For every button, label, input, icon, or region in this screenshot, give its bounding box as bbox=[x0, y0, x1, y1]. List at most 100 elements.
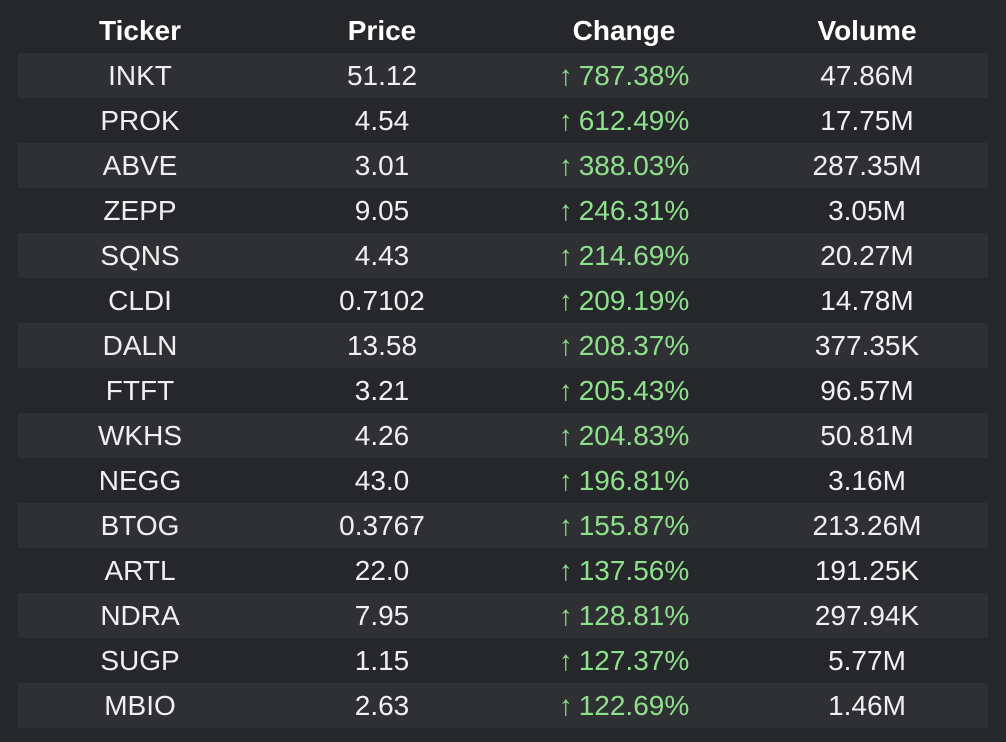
change-cell: ↑ 208.37% bbox=[502, 323, 746, 368]
change-value: 122.69% bbox=[578, 690, 690, 721]
change-value: 214.69% bbox=[578, 240, 690, 271]
table-row[interactable]: PROK 4.54 ↑ 612.49% 17.75M bbox=[18, 98, 988, 143]
header-change[interactable]: Change bbox=[572, 15, 676, 46]
ticker-cell: DALN bbox=[102, 330, 178, 361]
table-row[interactable]: CLDI 0.7102 ↑ 209.19% 14.78M bbox=[18, 278, 988, 323]
change-value: 204.83% bbox=[578, 420, 690, 451]
up-arrow-icon: ↑ bbox=[558, 195, 573, 226]
change-value: 137.56% bbox=[578, 555, 690, 586]
ticker-cell: CLDI bbox=[108, 285, 172, 316]
volume-cell: 20.27M bbox=[820, 240, 914, 271]
change-cell: ↑ 122.69% bbox=[502, 683, 746, 728]
price-cell: 43.0 bbox=[354, 465, 410, 496]
table-row[interactable]: ARTL 22.0 ↑ 137.56% 191.25K bbox=[18, 548, 988, 593]
price-cell: 51.12 bbox=[346, 60, 418, 91]
volume-cell: 377.35K bbox=[814, 330, 920, 361]
change-cell: ↑ 209.19% bbox=[502, 278, 746, 323]
ticker-cell: MBIO bbox=[104, 690, 176, 721]
volume-cell: 287.35M bbox=[812, 150, 922, 181]
volume-cell: 1.46M bbox=[828, 690, 906, 721]
ticker-cell: INKT bbox=[108, 60, 172, 91]
change-cell: ↑ 196.81% bbox=[502, 458, 746, 503]
table-row[interactable]: INKT 51.12 ↑ 787.38% 47.86M bbox=[18, 53, 988, 98]
up-arrow-icon: ↑ bbox=[558, 60, 573, 91]
table-row[interactable]: MBIO 2.63 ↑ 122.69% 1.46M bbox=[18, 683, 988, 728]
volume-cell: 213.26M bbox=[812, 510, 922, 541]
change-cell: ↑ 127.37% bbox=[502, 638, 746, 683]
table-row[interactable]: DALN 13.58 ↑ 208.37% 377.35K bbox=[18, 323, 988, 368]
volume-cell: 191.25K bbox=[814, 555, 920, 586]
price-cell: 9.05 bbox=[354, 195, 410, 226]
ticker-cell: PROK bbox=[100, 105, 180, 136]
ticker-cell: ABVE bbox=[102, 150, 178, 181]
ticker-cell: FTFT bbox=[105, 375, 175, 406]
up-arrow-icon: ↑ bbox=[558, 330, 573, 361]
up-arrow-icon: ↑ bbox=[558, 375, 573, 406]
table-row[interactable]: NEGG 43.0 ↑ 196.81% 3.16M bbox=[18, 458, 988, 503]
ticker-cell: WKHS bbox=[98, 420, 182, 451]
change-value: 388.03% bbox=[578, 150, 690, 181]
table-row[interactable]: ABVE 3.01 ↑ 388.03% 287.35M bbox=[18, 143, 988, 188]
ticker-cell: BTOG bbox=[100, 510, 180, 541]
ticker-cell: NDRA bbox=[100, 600, 180, 631]
change-value: 246.31% bbox=[578, 195, 690, 226]
volume-cell: 297.94K bbox=[814, 600, 920, 631]
price-cell: 22.0 bbox=[354, 555, 410, 586]
price-cell: 1.15 bbox=[354, 645, 410, 676]
change-cell: ↑ 787.38% bbox=[502, 53, 746, 98]
up-arrow-icon: ↑ bbox=[558, 105, 573, 136]
change-value: 209.19% bbox=[578, 285, 690, 316]
up-arrow-icon: ↑ bbox=[558, 510, 573, 541]
up-arrow-icon: ↑ bbox=[558, 285, 573, 316]
ticker-cell: ZEPP bbox=[103, 195, 177, 226]
volume-cell: 5.77M bbox=[828, 645, 906, 676]
up-arrow-icon: ↑ bbox=[558, 690, 573, 721]
change-value: 208.37% bbox=[578, 330, 690, 361]
price-cell: 2.63 bbox=[354, 690, 410, 721]
price-cell: 0.7102 bbox=[339, 285, 425, 316]
ticker-cell: NEGG bbox=[98, 465, 182, 496]
volume-cell: 3.05M bbox=[828, 195, 906, 226]
volume-cell: 50.81M bbox=[820, 420, 914, 451]
price-cell: 4.43 bbox=[354, 240, 410, 271]
volume-cell: 17.75M bbox=[820, 105, 914, 136]
price-cell: 4.54 bbox=[354, 105, 410, 136]
table-row[interactable]: WKHS 4.26 ↑ 204.83% 50.81M bbox=[18, 413, 988, 458]
price-cell: 4.26 bbox=[354, 420, 410, 451]
table-row[interactable]: SUGP 1.15 ↑ 127.37% 5.77M bbox=[18, 638, 988, 683]
price-cell: 0.3767 bbox=[339, 510, 425, 541]
volume-cell: 96.57M bbox=[820, 375, 914, 406]
change-cell: ↑ 388.03% bbox=[502, 143, 746, 188]
header-price[interactable]: Price bbox=[347, 15, 417, 46]
change-cell: ↑ 246.31% bbox=[502, 188, 746, 233]
change-value: 128.81% bbox=[578, 600, 690, 631]
table-header: Ticker Price Change Volume bbox=[18, 8, 988, 53]
change-cell: ↑ 214.69% bbox=[502, 233, 746, 278]
up-arrow-icon: ↑ bbox=[558, 555, 573, 586]
up-arrow-icon: ↑ bbox=[558, 420, 573, 451]
change-value: 205.43% bbox=[578, 375, 690, 406]
price-cell: 13.58 bbox=[346, 330, 418, 361]
table-row[interactable]: BTOG 0.3767 ↑ 155.87% 213.26M bbox=[18, 503, 988, 548]
volume-cell: 47.86M bbox=[820, 60, 914, 91]
volume-cell: 14.78M bbox=[820, 285, 914, 316]
up-arrow-icon: ↑ bbox=[558, 645, 573, 676]
up-arrow-icon: ↑ bbox=[558, 465, 573, 496]
change-cell: ↑ 612.49% bbox=[502, 98, 746, 143]
price-cell: 3.21 bbox=[354, 375, 410, 406]
header-volume[interactable]: Volume bbox=[817, 15, 917, 46]
change-cell: ↑ 155.87% bbox=[502, 503, 746, 548]
table-row[interactable]: FTFT 3.21 ↑ 205.43% 96.57M bbox=[18, 368, 988, 413]
table-row[interactable]: NDRA 7.95 ↑ 128.81% 297.94K bbox=[18, 593, 988, 638]
table-row[interactable]: SQNS 4.43 ↑ 214.69% 20.27M bbox=[18, 233, 988, 278]
change-value: 612.49% bbox=[578, 105, 690, 136]
price-cell: 7.95 bbox=[354, 600, 410, 631]
change-value: 787.38% bbox=[578, 60, 690, 91]
up-arrow-icon: ↑ bbox=[558, 600, 573, 631]
header-ticker[interactable]: Ticker bbox=[99, 15, 181, 46]
table-row[interactable]: ZEPP 9.05 ↑ 246.31% 3.05M bbox=[18, 188, 988, 233]
change-cell: ↑ 205.43% bbox=[502, 368, 746, 413]
change-value: 127.37% bbox=[578, 645, 690, 676]
change-cell: ↑ 128.81% bbox=[502, 593, 746, 638]
